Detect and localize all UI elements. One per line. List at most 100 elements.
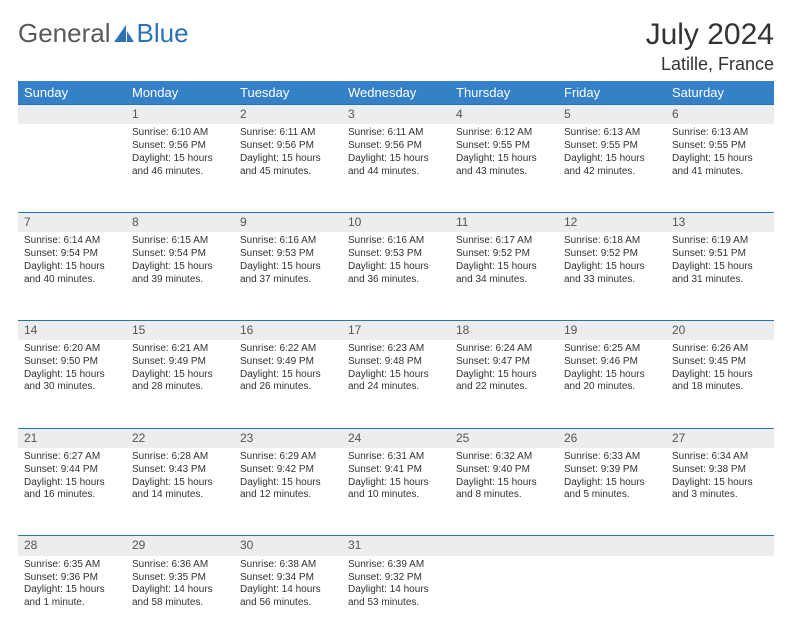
day-number-row: 123456 [18,105,774,125]
sunrise-text: Sunrise: 6:21 AM [132,343,228,356]
day-number: 29 [126,536,234,556]
sunrise-text: Sunrise: 6:13 AM [564,127,660,140]
day-number: 10 [342,212,450,232]
sunset-text: Sunset: 9:40 PM [456,464,552,477]
day-cell [450,556,558,644]
sunset-text: Sunset: 9:54 PM [24,248,120,261]
day-content-row: Sunrise: 6:20 AMSunset: 9:50 PMDaylight:… [18,340,774,428]
day-cell: Sunrise: 6:39 AMSunset: 9:32 PMDaylight:… [342,556,450,644]
sunrise-text: Sunrise: 6:13 AM [672,127,768,140]
daylight-text: Daylight: 15 hours and 46 minutes. [132,153,228,179]
sunset-text: Sunset: 9:49 PM [132,356,228,369]
day-cell: Sunrise: 6:28 AMSunset: 9:43 PMDaylight:… [126,448,234,536]
weekday-header-row: Sunday Monday Tuesday Wednesday Thursday… [18,81,774,105]
day-cell [666,556,774,644]
daylight-text: Daylight: 14 hours and 58 minutes. [132,584,228,610]
daylight-text: Daylight: 15 hours and 37 minutes. [240,261,336,287]
day-number: 30 [234,536,342,556]
sunrise-text: Sunrise: 6:27 AM [24,451,120,464]
logo: General Blue [18,18,189,49]
day-number: 25 [450,428,558,448]
day-cell: Sunrise: 6:34 AMSunset: 9:38 PMDaylight:… [666,448,774,536]
weekday-header: Thursday [450,81,558,105]
day-number: 6 [666,105,774,125]
day-number: 2 [234,105,342,125]
day-cell: Sunrise: 6:22 AMSunset: 9:49 PMDaylight:… [234,340,342,428]
sunset-text: Sunset: 9:56 PM [132,140,228,153]
daylight-text: Daylight: 15 hours and 12 minutes. [240,477,336,503]
day-cell: Sunrise: 6:38 AMSunset: 9:34 PMDaylight:… [234,556,342,644]
sunrise-text: Sunrise: 6:20 AM [24,343,120,356]
day-number-row: 78910111213 [18,212,774,232]
day-cell: Sunrise: 6:11 AMSunset: 9:56 PMDaylight:… [342,124,450,212]
sunrise-text: Sunrise: 6:19 AM [672,235,768,248]
sunset-text: Sunset: 9:45 PM [672,356,768,369]
sunrise-text: Sunrise: 6:29 AM [240,451,336,464]
sunset-text: Sunset: 9:43 PM [132,464,228,477]
sunset-text: Sunset: 9:44 PM [24,464,120,477]
weekday-header: Monday [126,81,234,105]
day-number: 13 [666,212,774,232]
day-cell: Sunrise: 6:27 AMSunset: 9:44 PMDaylight:… [18,448,126,536]
day-number: 7 [18,212,126,232]
sunset-text: Sunset: 9:34 PM [240,572,336,585]
sunrise-text: Sunrise: 6:32 AM [456,451,552,464]
sunrise-text: Sunrise: 6:33 AM [564,451,660,464]
sunrise-text: Sunrise: 6:23 AM [348,343,444,356]
daylight-text: Daylight: 15 hours and 8 minutes. [456,477,552,503]
day-cell: Sunrise: 6:12 AMSunset: 9:55 PMDaylight:… [450,124,558,212]
sunset-text: Sunset: 9:48 PM [348,356,444,369]
day-cell [558,556,666,644]
day-cell: Sunrise: 6:35 AMSunset: 9:36 PMDaylight:… [18,556,126,644]
day-number: 24 [342,428,450,448]
day-number: 15 [126,320,234,340]
sunrise-text: Sunrise: 6:18 AM [564,235,660,248]
weekday-header: Tuesday [234,81,342,105]
daylight-text: Daylight: 15 hours and 18 minutes. [672,369,768,395]
daylight-text: Daylight: 15 hours and 31 minutes. [672,261,768,287]
sunrise-text: Sunrise: 6:34 AM [672,451,768,464]
sunset-text: Sunset: 9:42 PM [240,464,336,477]
day-number: 28 [18,536,126,556]
day-cell: Sunrise: 6:19 AMSunset: 9:51 PMDaylight:… [666,232,774,320]
weekday-header: Sunday [18,81,126,105]
daylight-text: Daylight: 14 hours and 53 minutes. [348,584,444,610]
sunrise-text: Sunrise: 6:31 AM [348,451,444,464]
day-number: 26 [558,428,666,448]
sunrise-text: Sunrise: 6:10 AM [132,127,228,140]
sunrise-text: Sunrise: 6:26 AM [672,343,768,356]
day-cell: Sunrise: 6:16 AMSunset: 9:53 PMDaylight:… [234,232,342,320]
day-number: 3 [342,105,450,125]
sunrise-text: Sunrise: 6:16 AM [348,235,444,248]
sunrise-text: Sunrise: 6:11 AM [240,127,336,140]
sunrise-text: Sunrise: 6:38 AM [240,559,336,572]
daylight-text: Daylight: 15 hours and 24 minutes. [348,369,444,395]
sunset-text: Sunset: 9:52 PM [564,248,660,261]
calendar-table: Sunday Monday Tuesday Wednesday Thursday… [18,81,774,644]
day-number: 18 [450,320,558,340]
day-cell: Sunrise: 6:26 AMSunset: 9:45 PMDaylight:… [666,340,774,428]
daylight-text: Daylight: 15 hours and 44 minutes. [348,153,444,179]
daylight-text: Daylight: 14 hours and 56 minutes. [240,584,336,610]
sunrise-text: Sunrise: 6:25 AM [564,343,660,356]
daylight-text: Daylight: 15 hours and 45 minutes. [240,153,336,179]
day-cell: Sunrise: 6:24 AMSunset: 9:47 PMDaylight:… [450,340,558,428]
daylight-text: Daylight: 15 hours and 1 minute. [24,584,120,610]
day-number [18,105,126,125]
day-number: 5 [558,105,666,125]
sunset-text: Sunset: 9:41 PM [348,464,444,477]
day-number: 16 [234,320,342,340]
day-number: 12 [558,212,666,232]
day-content-row: Sunrise: 6:35 AMSunset: 9:36 PMDaylight:… [18,556,774,644]
sunset-text: Sunset: 9:56 PM [240,140,336,153]
sunrise-text: Sunrise: 6:28 AM [132,451,228,464]
day-number [666,536,774,556]
day-number: 17 [342,320,450,340]
daylight-text: Daylight: 15 hours and 16 minutes. [24,477,120,503]
day-number [558,536,666,556]
day-number: 20 [666,320,774,340]
day-cell: Sunrise: 6:36 AMSunset: 9:35 PMDaylight:… [126,556,234,644]
sunrise-text: Sunrise: 6:14 AM [24,235,120,248]
daylight-text: Daylight: 15 hours and 3 minutes. [672,477,768,503]
day-number-row: 28293031 [18,536,774,556]
